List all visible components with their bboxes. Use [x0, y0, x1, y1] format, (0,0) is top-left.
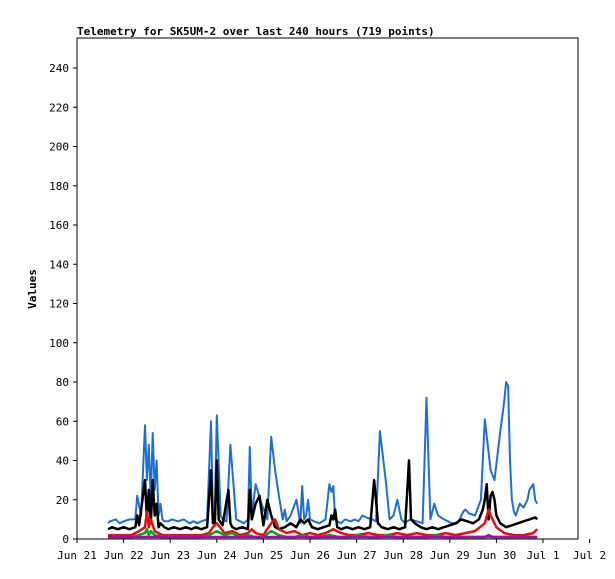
series-line-5 [108, 533, 538, 539]
y-tick-label: 0 [62, 533, 69, 546]
y-tick-label: 100 [49, 337, 69, 350]
y-tick-label: 160 [49, 219, 69, 232]
series-line-3 [108, 508, 539, 537]
y-axis-label: Values [26, 269, 39, 309]
y-tick-label: 220 [49, 101, 69, 114]
series-line-1 [107, 381, 539, 525]
y-tick-label: 140 [49, 258, 69, 271]
x-tick-label: Jun 27 [337, 549, 377, 562]
x-tick-label: Jun 29 [430, 549, 470, 562]
y-tick-label: 120 [49, 298, 69, 311]
y-tick-label: 80 [56, 376, 69, 389]
series-layer [107, 381, 539, 539]
x-tick-label: Jun 25 [244, 549, 284, 562]
x-tick-label: Jun 30 [477, 549, 517, 562]
y-tick-label: 40 [56, 455, 69, 468]
x-axis: Jun 21 Jun 22 Jun 23 Jun 24 Jun 25 Jun 26 Jun … [57, 539, 606, 562]
y-tick-label: 240 [49, 62, 69, 75]
y-tick-label: 20 [56, 494, 69, 507]
y-tick-label: 60 [56, 415, 69, 428]
y-tick-label: 200 [49, 141, 69, 154]
plot-frame [76, 37, 579, 540]
x-tick-label: Jun 24 [197, 549, 237, 562]
x-tick-label: Jul 2 [573, 549, 606, 562]
x-tick-label: Jun 28 [383, 549, 423, 562]
x-tick-label: Jun 21 [57, 549, 97, 562]
series-line-2 [107, 459, 539, 531]
y-axis: 0 20 40 60 80 100 120 140 160 180 200 220 240 [49, 62, 77, 546]
chart-title: Telemetry for SK5UM-2 over last 240 hour… [77, 25, 435, 38]
y-tick-label: 180 [49, 180, 69, 193]
x-tick-label: Jul 1 [526, 549, 559, 562]
x-tick-label: Jun 22 [104, 549, 144, 562]
x-tick-label: Jun 26 [290, 549, 330, 562]
x-tick-label: Jun 23 [150, 549, 190, 562]
